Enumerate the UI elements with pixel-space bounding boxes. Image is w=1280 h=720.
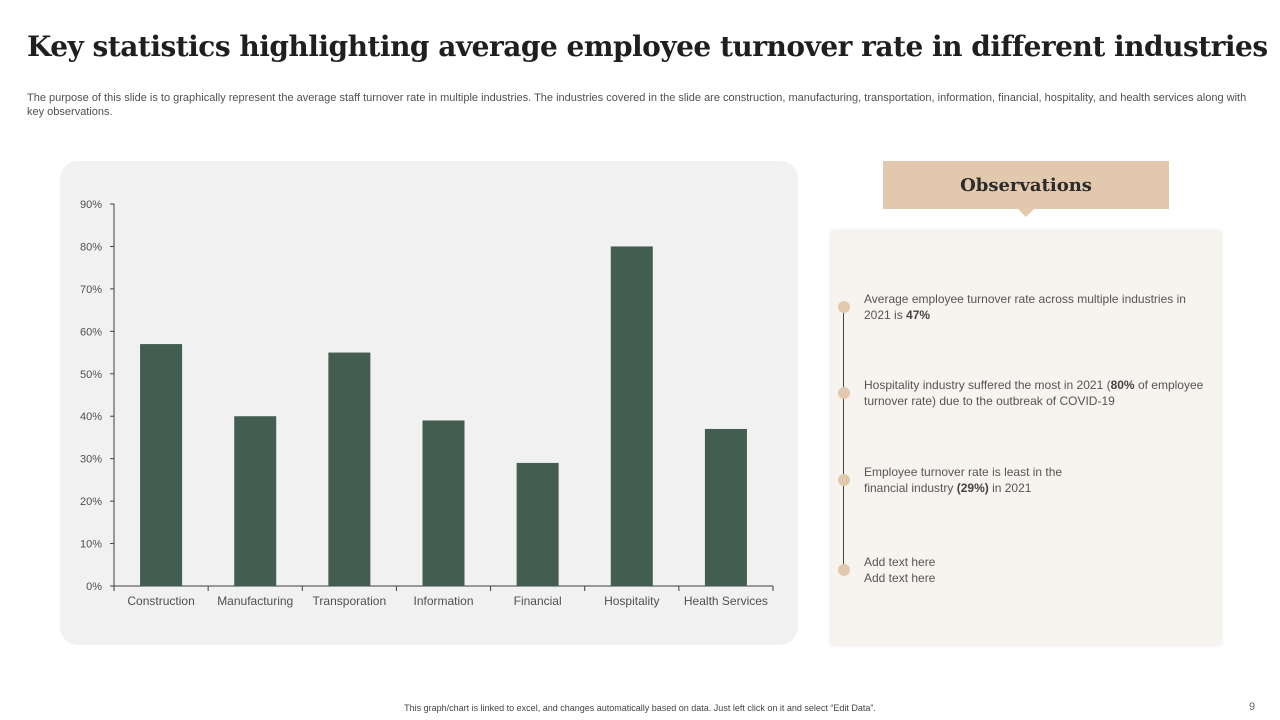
observation-item-2: Hospitality industry suffered the most i… (864, 378, 1204, 408)
bar (140, 344, 183, 586)
y-tick-label: 10% (80, 539, 102, 551)
timeline-dot (838, 301, 850, 313)
x-tick-label: Transporation (313, 594, 387, 608)
timeline-dot (838, 564, 850, 576)
y-tick-label: 80% (80, 241, 102, 253)
observations-pointer (1018, 209, 1034, 217)
timeline-dot (838, 474, 850, 486)
y-tick-label: 50% (80, 369, 102, 381)
y-tick-label: 20% (80, 496, 102, 508)
bar (610, 246, 653, 586)
y-tick-label: 0% (86, 581, 102, 593)
chart-panel: 0% 10% 20% 30% 40% 50% 60% 70% 80% 90% Constructio… (60, 161, 798, 645)
timeline-line (843, 306, 844, 570)
x-tick-label: Information (413, 594, 473, 608)
y-tick-label: 30% (80, 454, 102, 466)
observations-title: Observations (960, 174, 1092, 196)
footer-note: This graph/chart is linked to excel, and… (404, 703, 876, 713)
bar (516, 462, 559, 586)
slide-title: Key statistics highlighting average empl… (27, 30, 1268, 63)
observation-item-3: Employee turnover rate is least in the f… (864, 465, 1063, 495)
page-number: 9 (1249, 701, 1256, 713)
bar (328, 352, 371, 586)
x-tick-label: Manufacturing (217, 594, 293, 608)
slide-subtitle: The purpose of this slide is to graphica… (27, 92, 1247, 118)
bar (704, 428, 747, 586)
y-tick-label: 40% (80, 411, 102, 423)
observations-box (831, 231, 1221, 645)
bar-chart: 0% 10% 20% 30% 40% 50% 60% 70% 80% 90% Constructio… (80, 199, 774, 608)
observations-header: Observations (883, 161, 1169, 209)
y-tick-label: 60% (80, 326, 102, 338)
timeline-dot (838, 387, 850, 399)
observation-item-4: Add text here Add text here (864, 555, 936, 585)
observation-item-1: Average employee turnover rate across mu… (864, 292, 1186, 322)
x-tick-label: Hospitality (604, 594, 659, 608)
bar (422, 420, 465, 586)
bar (234, 416, 277, 586)
x-tick-label: Health Services (684, 594, 768, 608)
y-tick-label: 90% (80, 199, 102, 211)
x-tick-label: Financial (514, 594, 562, 608)
x-tick-label: Construction (127, 594, 194, 608)
y-tick-label: 70% (80, 284, 102, 296)
